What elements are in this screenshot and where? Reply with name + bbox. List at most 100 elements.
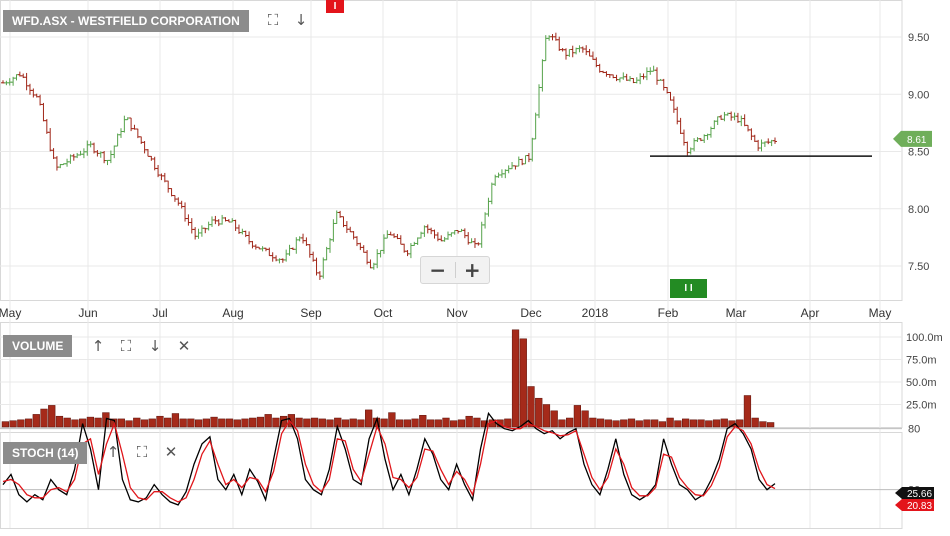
volume-bar (303, 418, 311, 428)
volume-bar (365, 409, 373, 428)
volume-bar (148, 418, 156, 428)
x-tick-label: Oct (374, 306, 393, 320)
y-tick-label: 9.50 (908, 32, 929, 44)
volume-bar (71, 419, 79, 428)
volume-bar (550, 410, 558, 428)
x-tick-label: Nov (446, 306, 467, 320)
x-tick-label: Sep (300, 306, 322, 320)
volume-bar (674, 420, 682, 428)
volume-bar (712, 419, 721, 428)
stoch-tick-label: 80 (908, 424, 920, 436)
volume-bar (133, 417, 141, 428)
red-event-flag[interactable]: I (326, 0, 344, 13)
volume-bar (24, 418, 33, 428)
volume-bar (225, 418, 234, 428)
stoch-d-line (2, 419, 776, 503)
volume-bar (566, 417, 574, 428)
x-tick-label: 2018 (582, 306, 609, 320)
volume-bar (457, 419, 466, 428)
arrow-up-icon[interactable]: ↑ (106, 443, 120, 461)
volume-bar (620, 419, 628, 428)
volume-bar (596, 418, 605, 428)
fullscreen-icon[interactable]: ⛶ (120, 337, 132, 355)
price-panel-frame (0, 0, 903, 301)
price-panel-title[interactable]: WFD.ASX - WESTFIELD CORPORATION (3, 10, 249, 32)
x-tick-label: Mar (726, 306, 747, 320)
green-event-flag[interactable]: I I (670, 279, 707, 298)
volume-bar (589, 417, 597, 428)
y-tick-label: 8.00 (908, 204, 929, 216)
y-tick-label: 7.50 (908, 261, 929, 273)
volume-bar (697, 419, 705, 428)
volume-bar (604, 419, 612, 428)
volume-tick-label: 25.0m (906, 400, 937, 412)
volume-bar (743, 395, 752, 428)
volume-bar (63, 417, 71, 428)
fullscreen-icon[interactable]: ⛶ (136, 443, 148, 461)
arrow-up-icon[interactable]: ↑ (91, 337, 105, 355)
stoch-value-tag (895, 487, 934, 499)
x-tick-label: Jun (78, 306, 97, 320)
volume-panel-frame (0, 322, 903, 428)
volume-bar (442, 417, 450, 428)
volume-bar (681, 418, 690, 428)
x-tick-label: Aug (222, 306, 243, 320)
zoom-in-button[interactable]: + (463, 258, 481, 282)
volume-bar (759, 421, 767, 428)
volume-bar (40, 408, 48, 428)
volume-bar (117, 418, 125, 428)
volume-bar (426, 419, 435, 428)
volume-bar (256, 416, 265, 428)
volume-panel-title[interactable]: VOLUME (3, 335, 73, 357)
x-tick-label: May (869, 306, 892, 320)
volume-bar (280, 415, 288, 428)
volume-bar (326, 419, 334, 428)
volume-bar (48, 405, 56, 428)
volume-bar (9, 420, 17, 428)
volume-bar (705, 420, 713, 428)
zoom-control: − + (420, 256, 490, 284)
volume-bar (187, 418, 195, 428)
volume-bar (581, 410, 589, 428)
volume-bar (450, 420, 458, 428)
volume-bar (612, 420, 620, 428)
close-icon[interactable]: ✕ (164, 443, 178, 461)
volume-bar (720, 418, 728, 428)
stoch-value-tag (895, 499, 934, 511)
volume-bar (651, 419, 659, 428)
volume-bar (233, 419, 241, 428)
last-price-tag (893, 130, 932, 147)
volume-bar (310, 417, 319, 428)
volume-bar (86, 416, 95, 428)
volume-bar (388, 412, 396, 428)
zoom-out-button[interactable]: − (429, 258, 447, 282)
volume-tick-label: 50.0m (906, 377, 937, 389)
stoch-value-label: 25.66 (907, 489, 932, 500)
volume-bar (666, 417, 674, 428)
volume-bar (156, 415, 164, 428)
volume-bar (419, 415, 427, 428)
volume-bar (411, 418, 419, 428)
volume-bar (357, 419, 365, 428)
fullscreen-icon[interactable]: ⛶ (267, 11, 279, 29)
volume-bar (380, 418, 388, 428)
stoch-panel-title[interactable]: STOCH (14) (3, 442, 88, 464)
x-tick-label: Feb (658, 306, 679, 320)
volume-bar (17, 419, 25, 428)
volume-bar (179, 418, 187, 428)
close-icon[interactable]: ✕ (177, 337, 191, 355)
arrow-down-icon[interactable]: ↓ (294, 11, 308, 29)
stoch-value-label: 20.83 (907, 501, 932, 512)
volume-bar (403, 419, 411, 428)
volume-tick-label: 100.0m (906, 332, 943, 344)
volume-bar (249, 417, 257, 428)
volume-bar (94, 417, 102, 428)
volume-bar (79, 418, 87, 428)
volume-bar (334, 417, 342, 428)
volume-bar (395, 419, 404, 428)
volume-bar (32, 414, 40, 428)
volume-bar (218, 418, 226, 428)
arrow-down-icon[interactable]: ↓ (148, 337, 162, 355)
volume-bar (272, 417, 280, 428)
